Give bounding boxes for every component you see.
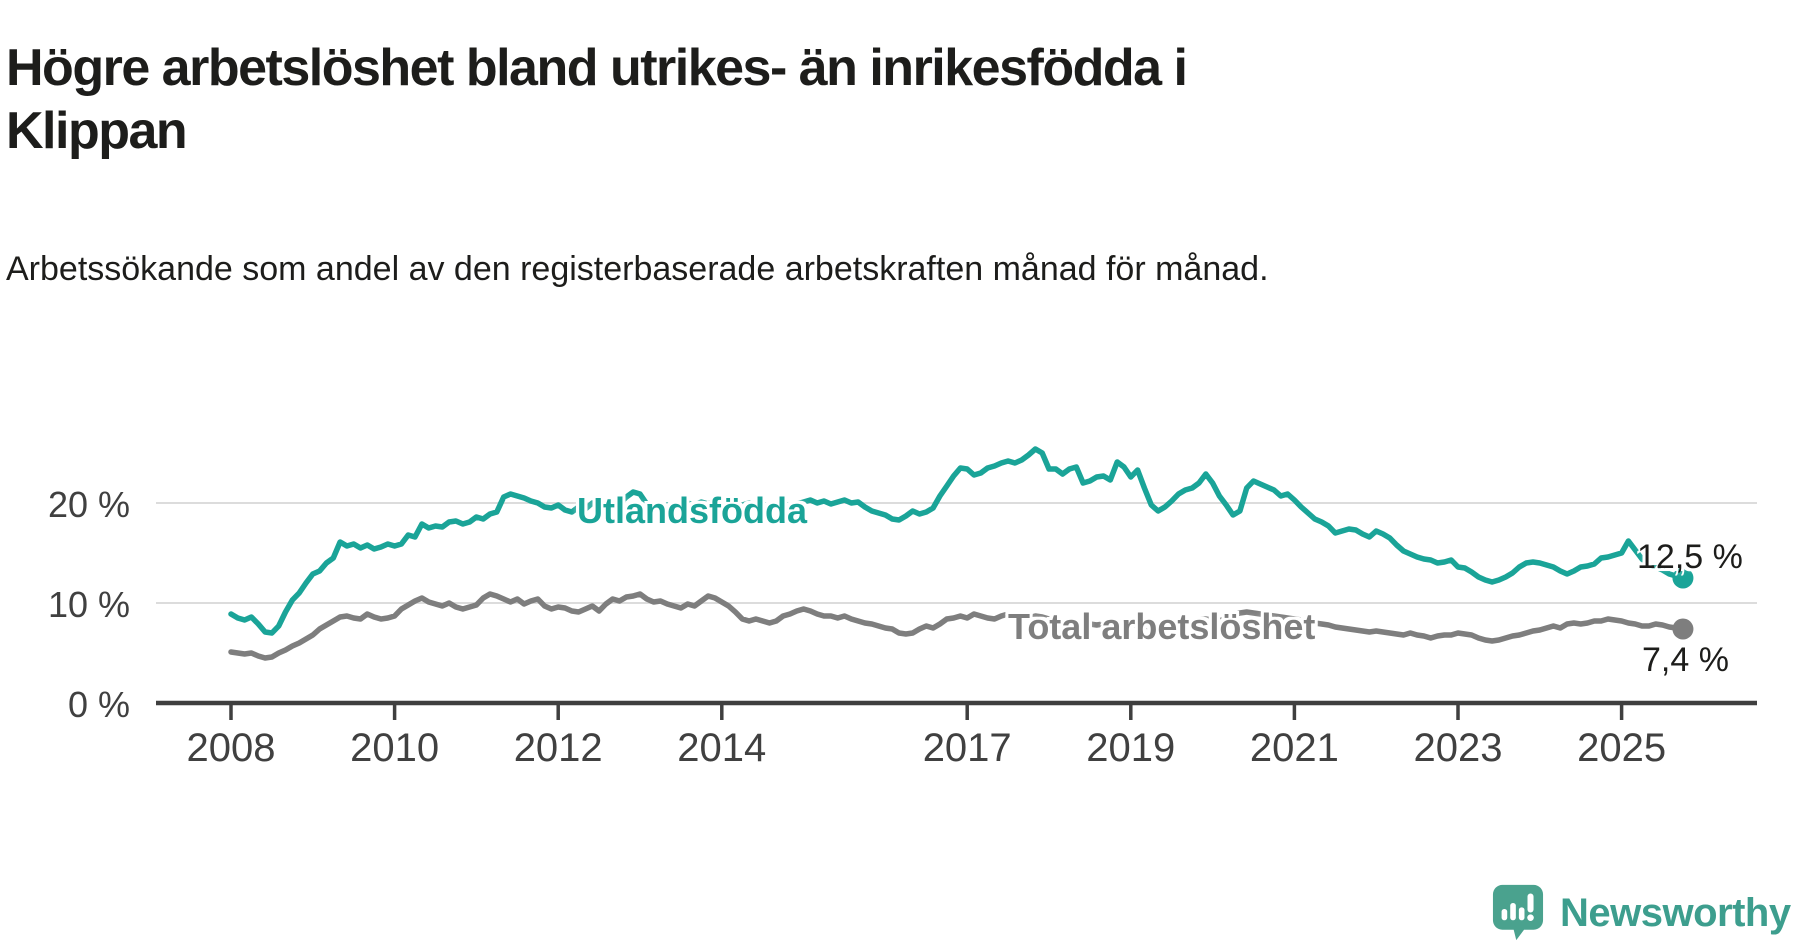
series-label-total-arbetsloshet: Total arbetslöshet [1008,606,1316,647]
x-tick-label-2025: 2025 [1577,726,1667,770]
speech-bubble-shape [1492,884,1544,941]
x-tick-label-2012: 2012 [513,726,603,770]
x-tick-label-2021: 2021 [1249,726,1339,770]
page-title: Högre arbetslöshet bland utrikes- än inr… [6,38,1188,161]
x-tick-label-2010: 2010 [350,726,440,770]
x-tick-label-2023: 2023 [1413,726,1503,770]
chart-subtitle: Arbetssökande som andel av den registerb… [6,250,1269,288]
newsworthy-logo-text: Newsworthy [1560,890,1791,935]
x-tick-label-2014: 2014 [677,726,767,770]
x-tick-label-2008: 2008 [186,726,276,770]
x-tick-label-2019: 2019 [1086,726,1176,770]
series-line-total [228,591,1686,661]
series-end-dot-total [1672,618,1694,640]
end-value-label-utlandsfodda: 12,5 % [1637,538,1743,576]
y-tick-label-20: 20 % [47,484,130,525]
x-tick-label-2017: 2017 [922,726,1012,770]
end-value-label-total: 7,4 % [1642,641,1729,679]
series-label-utlandsfodda: Utlandsfödda [577,490,807,531]
y-tick-label-0: 0 % [67,684,130,725]
newsworthy-branding: Newsworthy [1492,884,1791,941]
newsworthy-logo-icon [1492,884,1544,941]
series-end-dot-utlandsfodda [1672,567,1694,589]
y-tick-label-10: 10 % [47,584,130,625]
series-line-utlandsfodda [228,446,1686,636]
